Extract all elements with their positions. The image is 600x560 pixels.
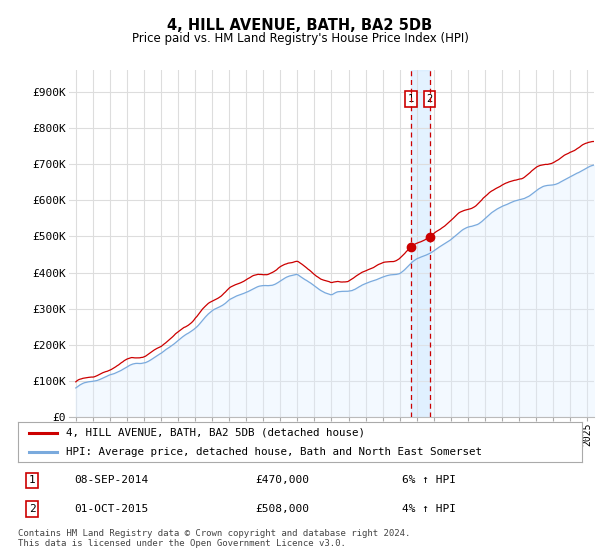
Text: 2: 2	[29, 504, 35, 514]
Text: £508,000: £508,000	[255, 504, 309, 514]
Text: £470,000: £470,000	[255, 475, 309, 486]
Text: 2: 2	[427, 94, 433, 104]
Text: 1: 1	[29, 475, 35, 486]
Text: Contains HM Land Registry data © Crown copyright and database right 2024.
This d: Contains HM Land Registry data © Crown c…	[18, 529, 410, 548]
Text: 4, HILL AVENUE, BATH, BA2 5DB (detached house): 4, HILL AVENUE, BATH, BA2 5DB (detached …	[66, 428, 365, 437]
Text: Price paid vs. HM Land Registry's House Price Index (HPI): Price paid vs. HM Land Registry's House …	[131, 32, 469, 45]
Text: 4% ↑ HPI: 4% ↑ HPI	[401, 504, 455, 514]
Bar	[411, 70, 430, 417]
Text: 6% ↑ HPI: 6% ↑ HPI	[401, 475, 455, 486]
Text: HPI: Average price, detached house, Bath and North East Somerset: HPI: Average price, detached house, Bath…	[66, 447, 482, 457]
Text: 01-OCT-2015: 01-OCT-2015	[74, 504, 149, 514]
Text: 4, HILL AVENUE, BATH, BA2 5DB: 4, HILL AVENUE, BATH, BA2 5DB	[167, 18, 433, 33]
Text: 08-SEP-2014: 08-SEP-2014	[74, 475, 149, 486]
Text: 1: 1	[408, 94, 414, 104]
